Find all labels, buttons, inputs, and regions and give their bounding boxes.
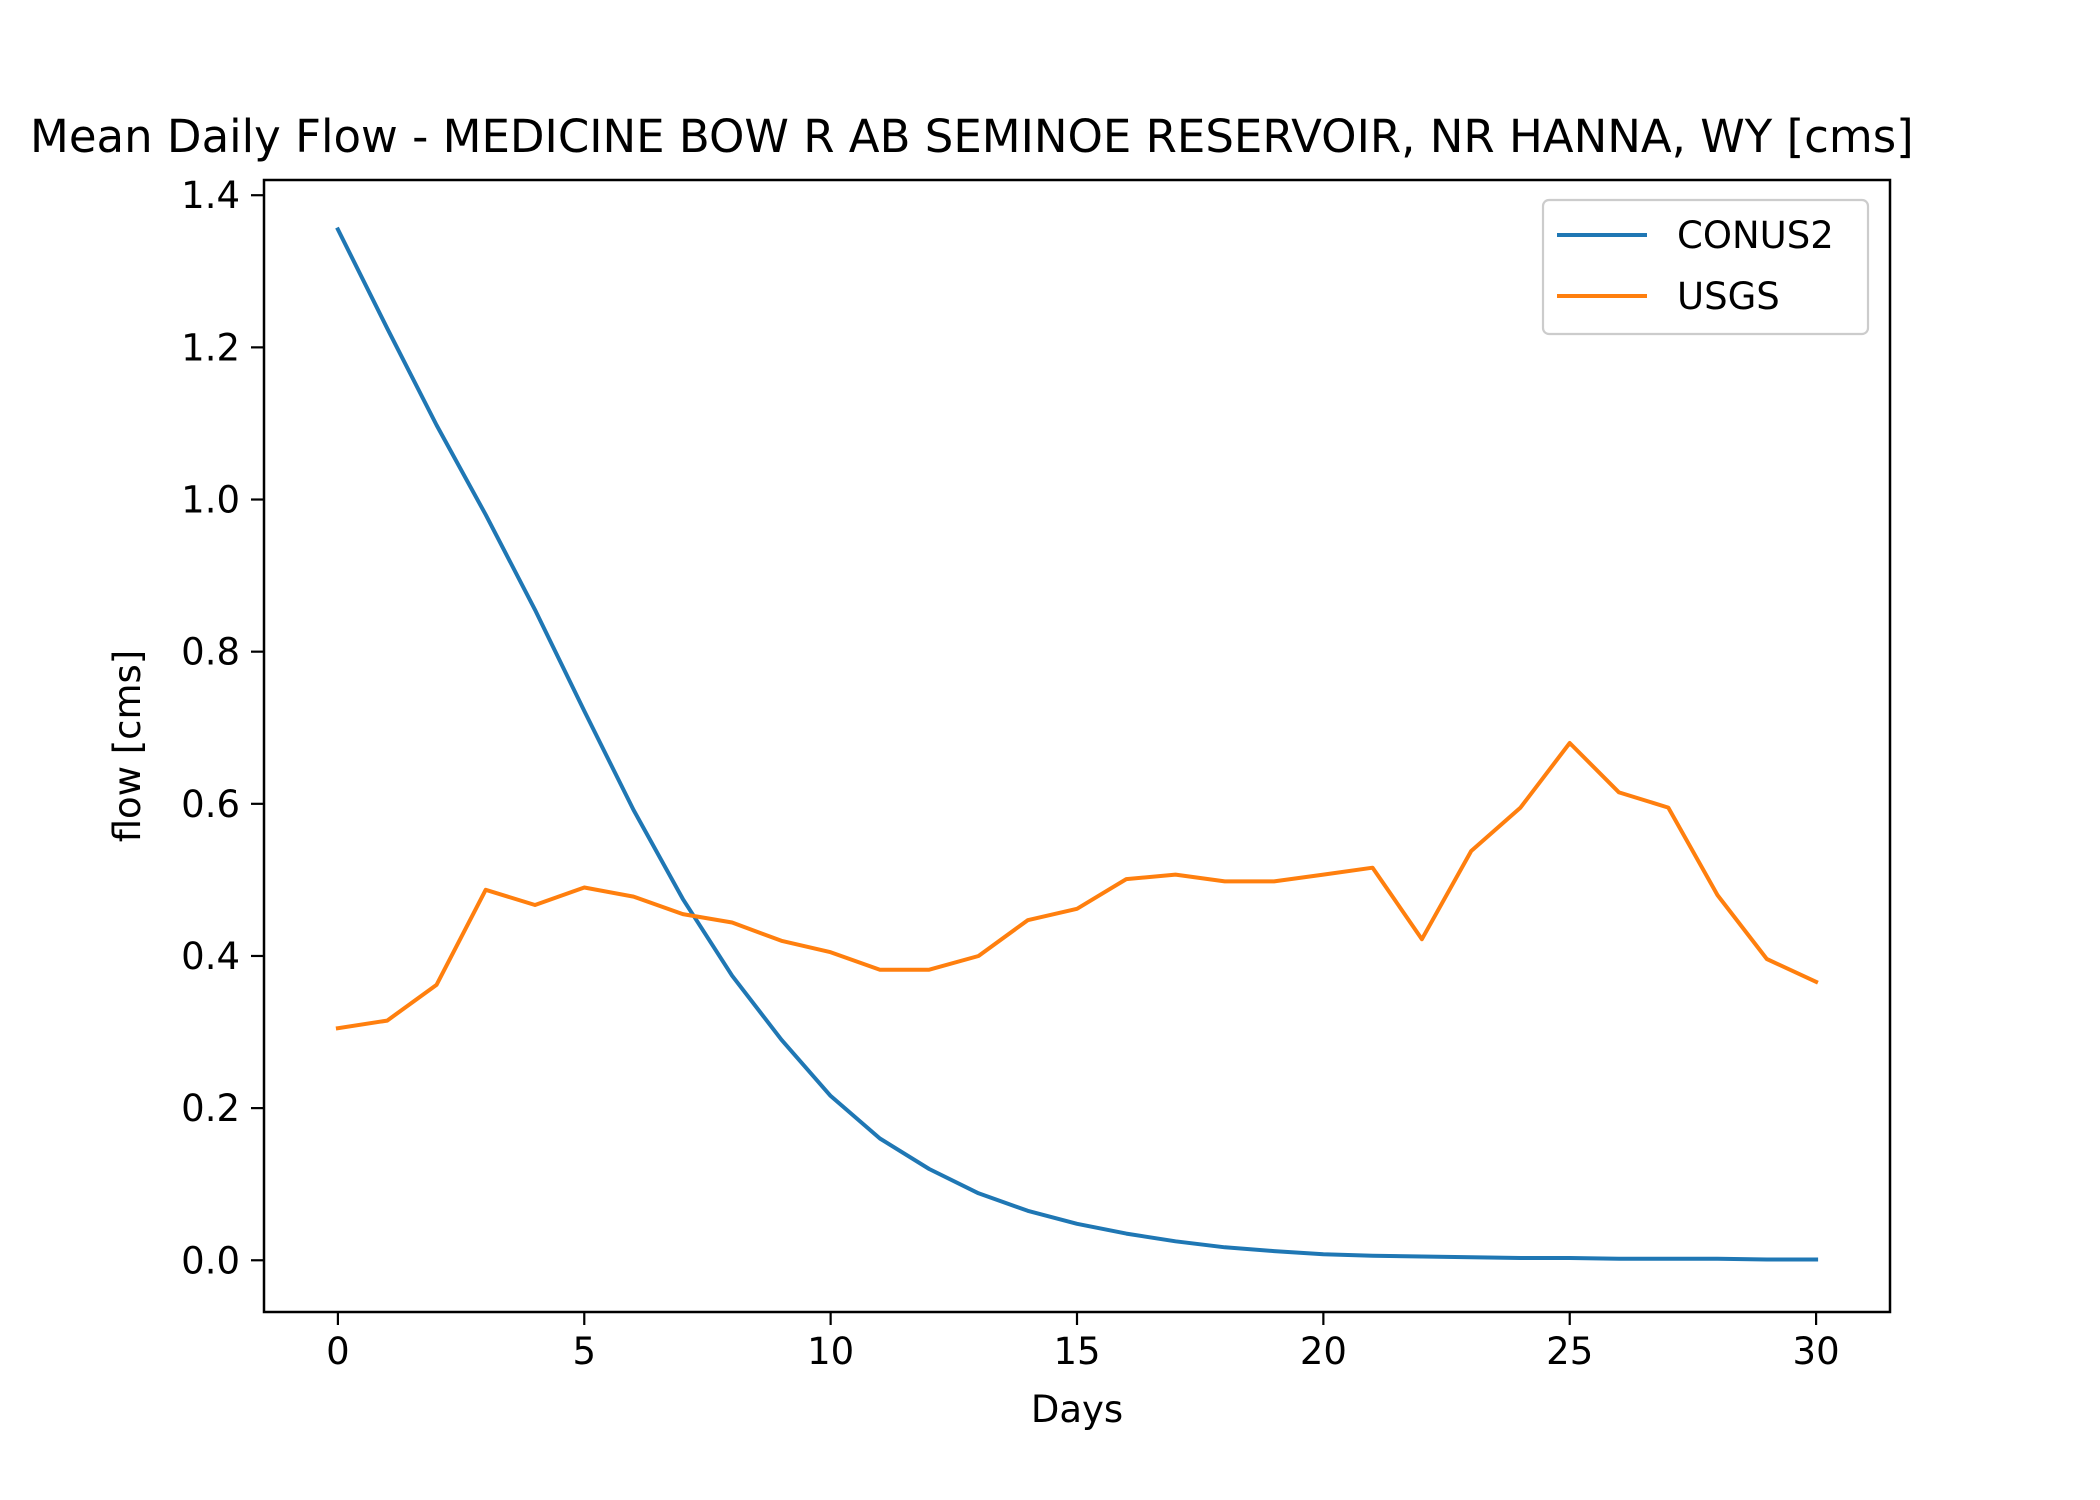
y-tick-label: 1.2 <box>181 326 240 369</box>
y-tick-label: 0.0 <box>181 1239 240 1282</box>
x-tick-label: 5 <box>572 1330 596 1373</box>
chart-title: Mean Daily Flow - MEDICINE BOW R AB SEMI… <box>30 110 1914 163</box>
y-tick-label: 0.8 <box>181 631 240 674</box>
y-tick-label: 1.0 <box>181 479 240 522</box>
y-axis-label: flow [cms] <box>106 650 149 843</box>
x-axis-label: Days <box>1031 1388 1123 1431</box>
x-tick-label: 30 <box>1793 1330 1840 1373</box>
plot-frame <box>262 178 1892 1314</box>
y-tick-label: 1.4 <box>181 174 240 217</box>
y-tick-label: 0.2 <box>181 1087 240 1130</box>
x-tick-label: 25 <box>1546 1330 1593 1373</box>
x-tick-label: 0 <box>326 1330 350 1373</box>
series-line-usgs <box>335 741 1819 1031</box>
y-tick-label: 0.4 <box>181 935 240 978</box>
x-tick-label: 10 <box>807 1330 854 1373</box>
legend-label: CONUS2 <box>1677 214 1834 257</box>
legend: CONUS2 USGS <box>1541 198 1870 336</box>
x-tick-label: 15 <box>1053 1330 1100 1373</box>
y-axis: 0.0 0.2 0.4 0.6 0.8 1.0 1.2 1.4 <box>181 174 264 1282</box>
x-tick-label: 20 <box>1300 1330 1347 1373</box>
legend-label: USGS <box>1677 275 1780 318</box>
x-axis: 0 5 10 15 20 25 30 <box>326 1312 1840 1373</box>
y-tick-label: 0.6 <box>181 783 240 826</box>
series-line-conus2 <box>335 226 1819 1262</box>
series-group <box>335 226 1819 1262</box>
